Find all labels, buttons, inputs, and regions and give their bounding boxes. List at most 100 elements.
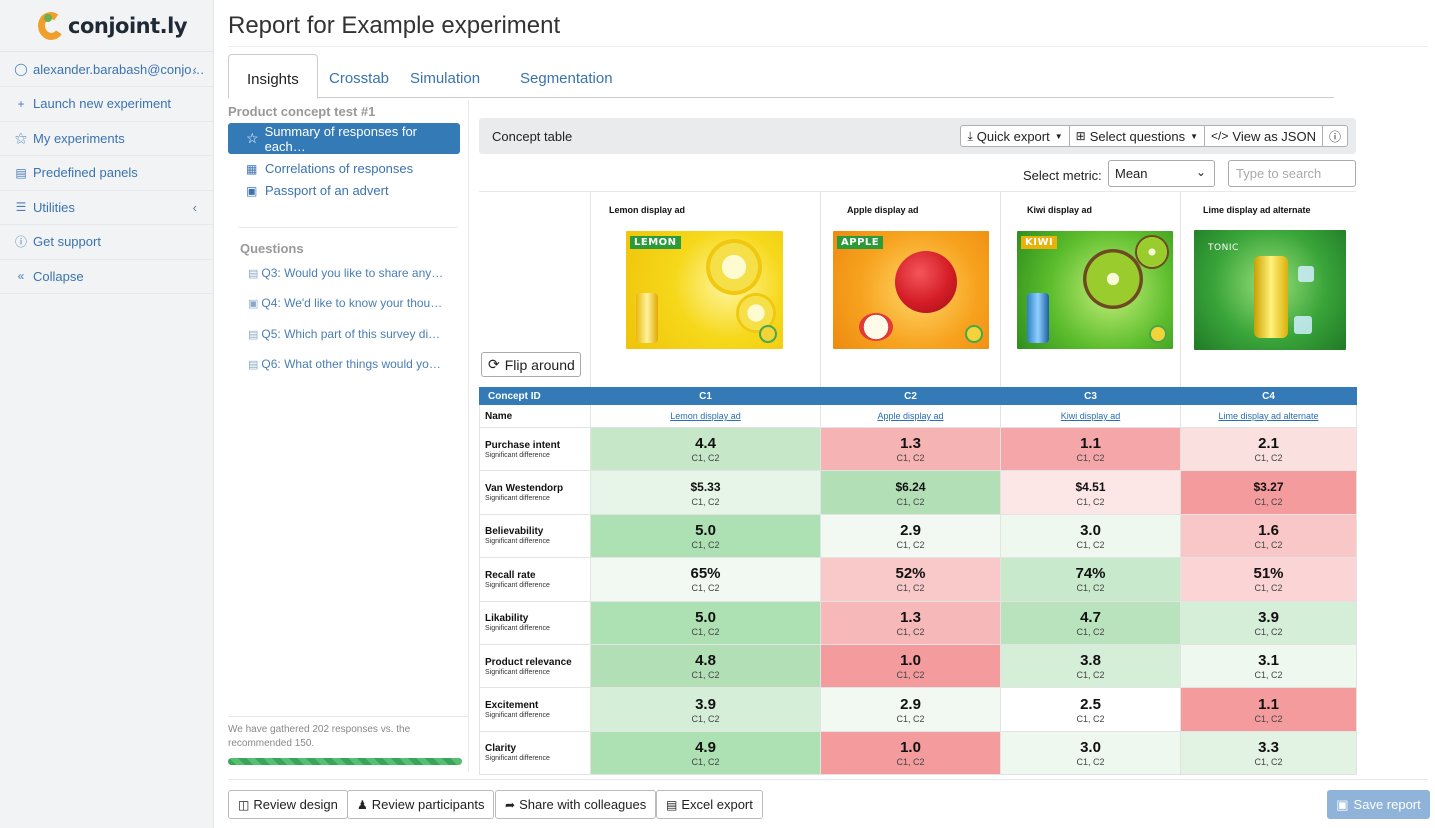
metric-value: 5.0 [695, 521, 716, 539]
button-label: Quick export [976, 128, 1050, 144]
ad-brand-text: APPLE [837, 236, 884, 249]
concept-name-link[interactable]: Kiwi display ad [1060, 411, 1121, 421]
question-link[interactable]: ▤ Q3: Would you like to share any … [248, 266, 444, 280]
concept-name-link[interactable]: Lime display ad alternate [1218, 411, 1319, 421]
list-icon: ▤ [15, 165, 27, 180]
concept-name-link[interactable]: Lemon display ad [670, 411, 741, 421]
metric-row: Likability Significant difference 5.0 C1, C… [479, 600, 1357, 645]
report-tabs: Insights Crosstab Simulation Segmentatio… [228, 54, 1334, 99]
concept-ad-image[interactable]: LEMON [626, 231, 783, 349]
metric-row: Purchase intent Significant difference 4.4… [479, 426, 1357, 472]
chevron-left-icon[interactable]: ‹ [192, 61, 197, 77]
metric-value-cell: $4.51 C1, C2 [1000, 470, 1181, 515]
metric-value-cell: 3.0 C1, C2 [1000, 513, 1181, 559]
logo[interactable]: conjoint.ly [0, 0, 213, 52]
nav-utilities[interactable]: ☰ Utilities ‹ [0, 191, 213, 225]
plus-icon: + [17, 96, 25, 111]
text-question-icon: ▤ [248, 329, 259, 341]
question-label: Q5: Which part of this survey did … [261, 327, 444, 341]
apple-icon [895, 251, 957, 313]
link-label: Passport of an advert [265, 183, 389, 198]
nav-my-experiments[interactable]: ⚝ My experiments [0, 122, 213, 156]
significance-note: C1, C2 [691, 539, 720, 550]
tab-simulation[interactable]: Simulation [410, 70, 481, 87]
concept-caption: Lime display ad alternate [1203, 205, 1311, 215]
question-label: Q3: Would you like to share any … [261, 266, 444, 280]
metric-value-cell: 4.8 C1, C2 [590, 643, 821, 689]
select-questions-button[interactable]: ⊞ Select questions ▼ [1068, 125, 1206, 147]
metric-value-cell: 1.1 C1, C2 [1180, 687, 1357, 732]
metric-label-cell: Purchase intent Significant difference [479, 426, 591, 472]
question-label: Q6: What other things would you … [261, 357, 444, 371]
metric-value-cell: 1.0 C1, C2 [820, 643, 1001, 689]
review-design-button[interactable]: ◫ Review design [228, 790, 348, 819]
question-link[interactable]: ▤ Q6: What other things would you … [248, 357, 444, 371]
metric-subtitle: Significant difference [485, 495, 550, 503]
review-participants-button[interactable]: ♟ Review participants [347, 790, 495, 819]
metric-value: $6.24 [895, 479, 926, 494]
metric-row: Recall rate Significant difference 65% C1, … [479, 557, 1357, 602]
significance-note: C1, C2 [1254, 756, 1283, 767]
metric-value-cell: 3.1 C1, C2 [1180, 643, 1357, 689]
save-report-button[interactable]: ▣ Save report [1327, 790, 1430, 819]
search-input[interactable] [1228, 160, 1356, 187]
question-icon: ⓘ [14, 235, 27, 250]
view-as-json-button[interactable]: </> View as JSON [1204, 125, 1323, 147]
quick-export-button[interactable]: ⤓ Quick export ▼ [960, 125, 1070, 147]
row-label: Name [479, 404, 591, 428]
metric-value-cell: 2.5 C1, C2 [1000, 687, 1181, 732]
link-correlations[interactable]: ▦ Correlations of responses [246, 161, 413, 176]
question-link[interactable]: ▤ Q5: Which part of this survey did … [248, 327, 444, 341]
concept-name-link[interactable]: Apple display ad [877, 411, 944, 421]
metric-value-cell: 1.6 C1, C2 [1180, 513, 1357, 559]
metric-value: $3.27 [1253, 479, 1284, 494]
button-label: Excel export [681, 797, 753, 812]
nav-predefined-panels[interactable]: ▤ Predefined panels [0, 156, 213, 191]
share-with-colleagues-button[interactable]: ➦ Share with colleagues [495, 790, 657, 819]
tab-segmentation[interactable]: Segmentation [520, 70, 613, 87]
metric-value: 5.0 [695, 608, 716, 626]
ad-brand-text: LEMON [630, 236, 681, 249]
name-cell: Apple display ad [820, 404, 1001, 428]
concept-ad-image[interactable]: TONIC [1194, 230, 1346, 350]
concept-ad-image[interactable]: APPLE [833, 231, 989, 349]
ice-cube-icon [1294, 316, 1312, 334]
user-menu[interactable]: ◯ alexander.barabash@conjo… ‹ [0, 52, 213, 87]
caret-down-icon: ▼ [1054, 131, 1063, 141]
concept-image-cell: Lemon display ad LEMON [590, 192, 820, 388]
menu-icon: ☰ [15, 200, 27, 215]
name-row: Name Lemon display ad Apple display ad K… [479, 404, 1357, 428]
nav-launch-new-experiment[interactable]: + Launch new experiment [0, 87, 213, 122]
column-header: C1 [590, 387, 821, 405]
chevron-left-icon: ‹ [192, 199, 197, 215]
metric-value-cell: $6.24 C1, C2 [820, 470, 1001, 515]
nav-collapse[interactable]: « Collapse [0, 260, 213, 294]
divider [468, 100, 469, 772]
metric-value: $4.51 [1075, 479, 1106, 494]
nav-get-support[interactable]: ⓘ Get support [0, 225, 213, 260]
metric-subtitle: Significant difference [485, 625, 550, 633]
double-chevron-left-icon: « [17, 269, 25, 284]
metric-value: 65% [690, 565, 721, 583]
excel-export-button[interactable]: ▤ Excel export [656, 790, 763, 819]
logo-text: conjoint.ly [68, 13, 188, 38]
tab-insights[interactable]: Insights [228, 54, 318, 99]
concept-ad-image[interactable]: KIWI [1017, 231, 1173, 349]
metric-select[interactable]: Mean ⌄ [1108, 160, 1215, 187]
metric-value-cell: 2.1 C1, C2 [1180, 426, 1357, 472]
metric-label-cell: Recall rate Significant difference [479, 557, 591, 602]
metric-label-cell: Likability Significant difference [479, 600, 591, 645]
metric-value-cell: 1.0 C1, C2 [820, 730, 1001, 776]
link-passport-of-advert[interactable]: ▣ Passport of an advert [246, 183, 389, 198]
metric-value: 1.6 [1258, 521, 1279, 539]
metric-subtitle: Significant difference [485, 668, 550, 676]
metric-value: 4.8 [695, 652, 716, 670]
tab-crosstab[interactable]: Crosstab [329, 70, 390, 87]
ice-cube-icon [1298, 266, 1314, 282]
flip-around-button[interactable]: ⟳ Flip around [481, 352, 581, 377]
metric-value-cell: 2.9 C1, C2 [820, 513, 1001, 559]
question-link[interactable]: ▣ Q4: We'd like to know your thoug… [248, 296, 444, 310]
page-title: Report for Example experiment [228, 12, 561, 39]
help-button[interactable]: ⓘ [1321, 125, 1348, 147]
nav-summary-of-responses[interactable]: ☆ Summary of responses for each… [228, 123, 460, 154]
